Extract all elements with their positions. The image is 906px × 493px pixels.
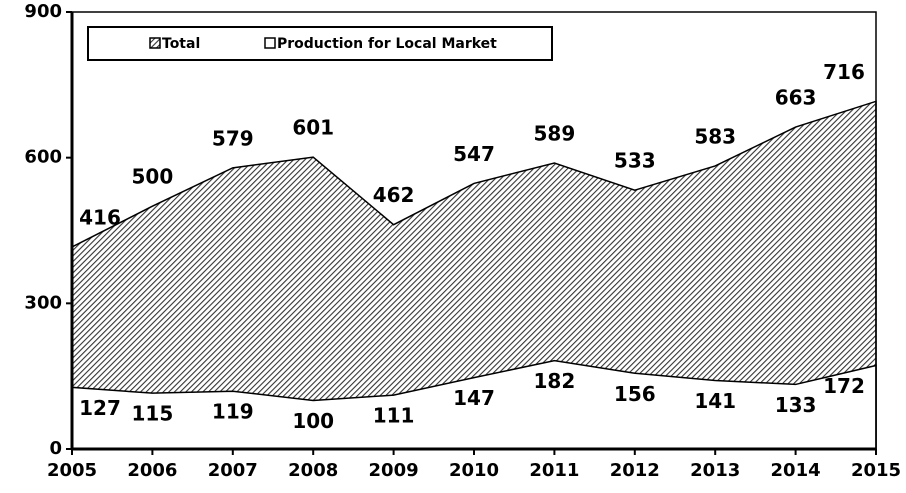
data-label: 182	[534, 369, 576, 393]
legend-swatch	[149, 37, 161, 49]
x-tick-label: 2015	[851, 460, 901, 481]
data-label: 663	[775, 86, 817, 110]
data-label: 500	[132, 165, 174, 189]
x-tick-label: 2010	[449, 460, 499, 481]
x-tick-label: 2012	[610, 460, 660, 481]
data-label: 533	[614, 149, 656, 173]
x-tick-label: 2006	[127, 460, 177, 481]
x-tick-label: 2014	[771, 460, 821, 481]
legend-box	[87, 26, 553, 61]
y-tick-label: 0	[49, 438, 62, 459]
data-label: 462	[373, 183, 415, 207]
data-label: 547	[453, 142, 495, 166]
x-tick-label: 2005	[47, 460, 97, 481]
data-label: 716	[823, 60, 865, 84]
x-tick-label: 2009	[369, 460, 419, 481]
legend-label: Total	[162, 36, 200, 52]
data-label: 156	[614, 382, 656, 406]
area	[71, 100, 877, 450]
x-tick-label: 2007	[208, 460, 258, 481]
area	[71, 359, 877, 450]
x-tick-label: 2008	[288, 460, 338, 481]
y-tick-label: 300	[24, 292, 62, 313]
data-label: 100	[292, 409, 334, 433]
legend-label: Production for Local Market	[277, 36, 497, 52]
data-label: 579	[212, 126, 254, 150]
data-label: 133	[775, 393, 817, 417]
data-label: 111	[373, 404, 415, 428]
data-label: 115	[132, 402, 174, 426]
x-tick-label: 2011	[529, 460, 579, 481]
data-label: 147	[453, 386, 495, 410]
legend-swatch	[264, 37, 276, 49]
x-tick-label: 2013	[690, 460, 740, 481]
data-label: 141	[694, 389, 736, 413]
data-label: 119	[212, 400, 254, 424]
data-label: 583	[694, 124, 736, 148]
data-label: 589	[534, 122, 576, 146]
data-label: 416	[79, 206, 121, 230]
data-label: 127	[79, 396, 121, 420]
data-label: 172	[823, 374, 865, 398]
y-tick-label: 900	[24, 1, 62, 22]
y-tick-label: 600	[24, 147, 62, 168]
data-label: 601	[292, 116, 334, 140]
